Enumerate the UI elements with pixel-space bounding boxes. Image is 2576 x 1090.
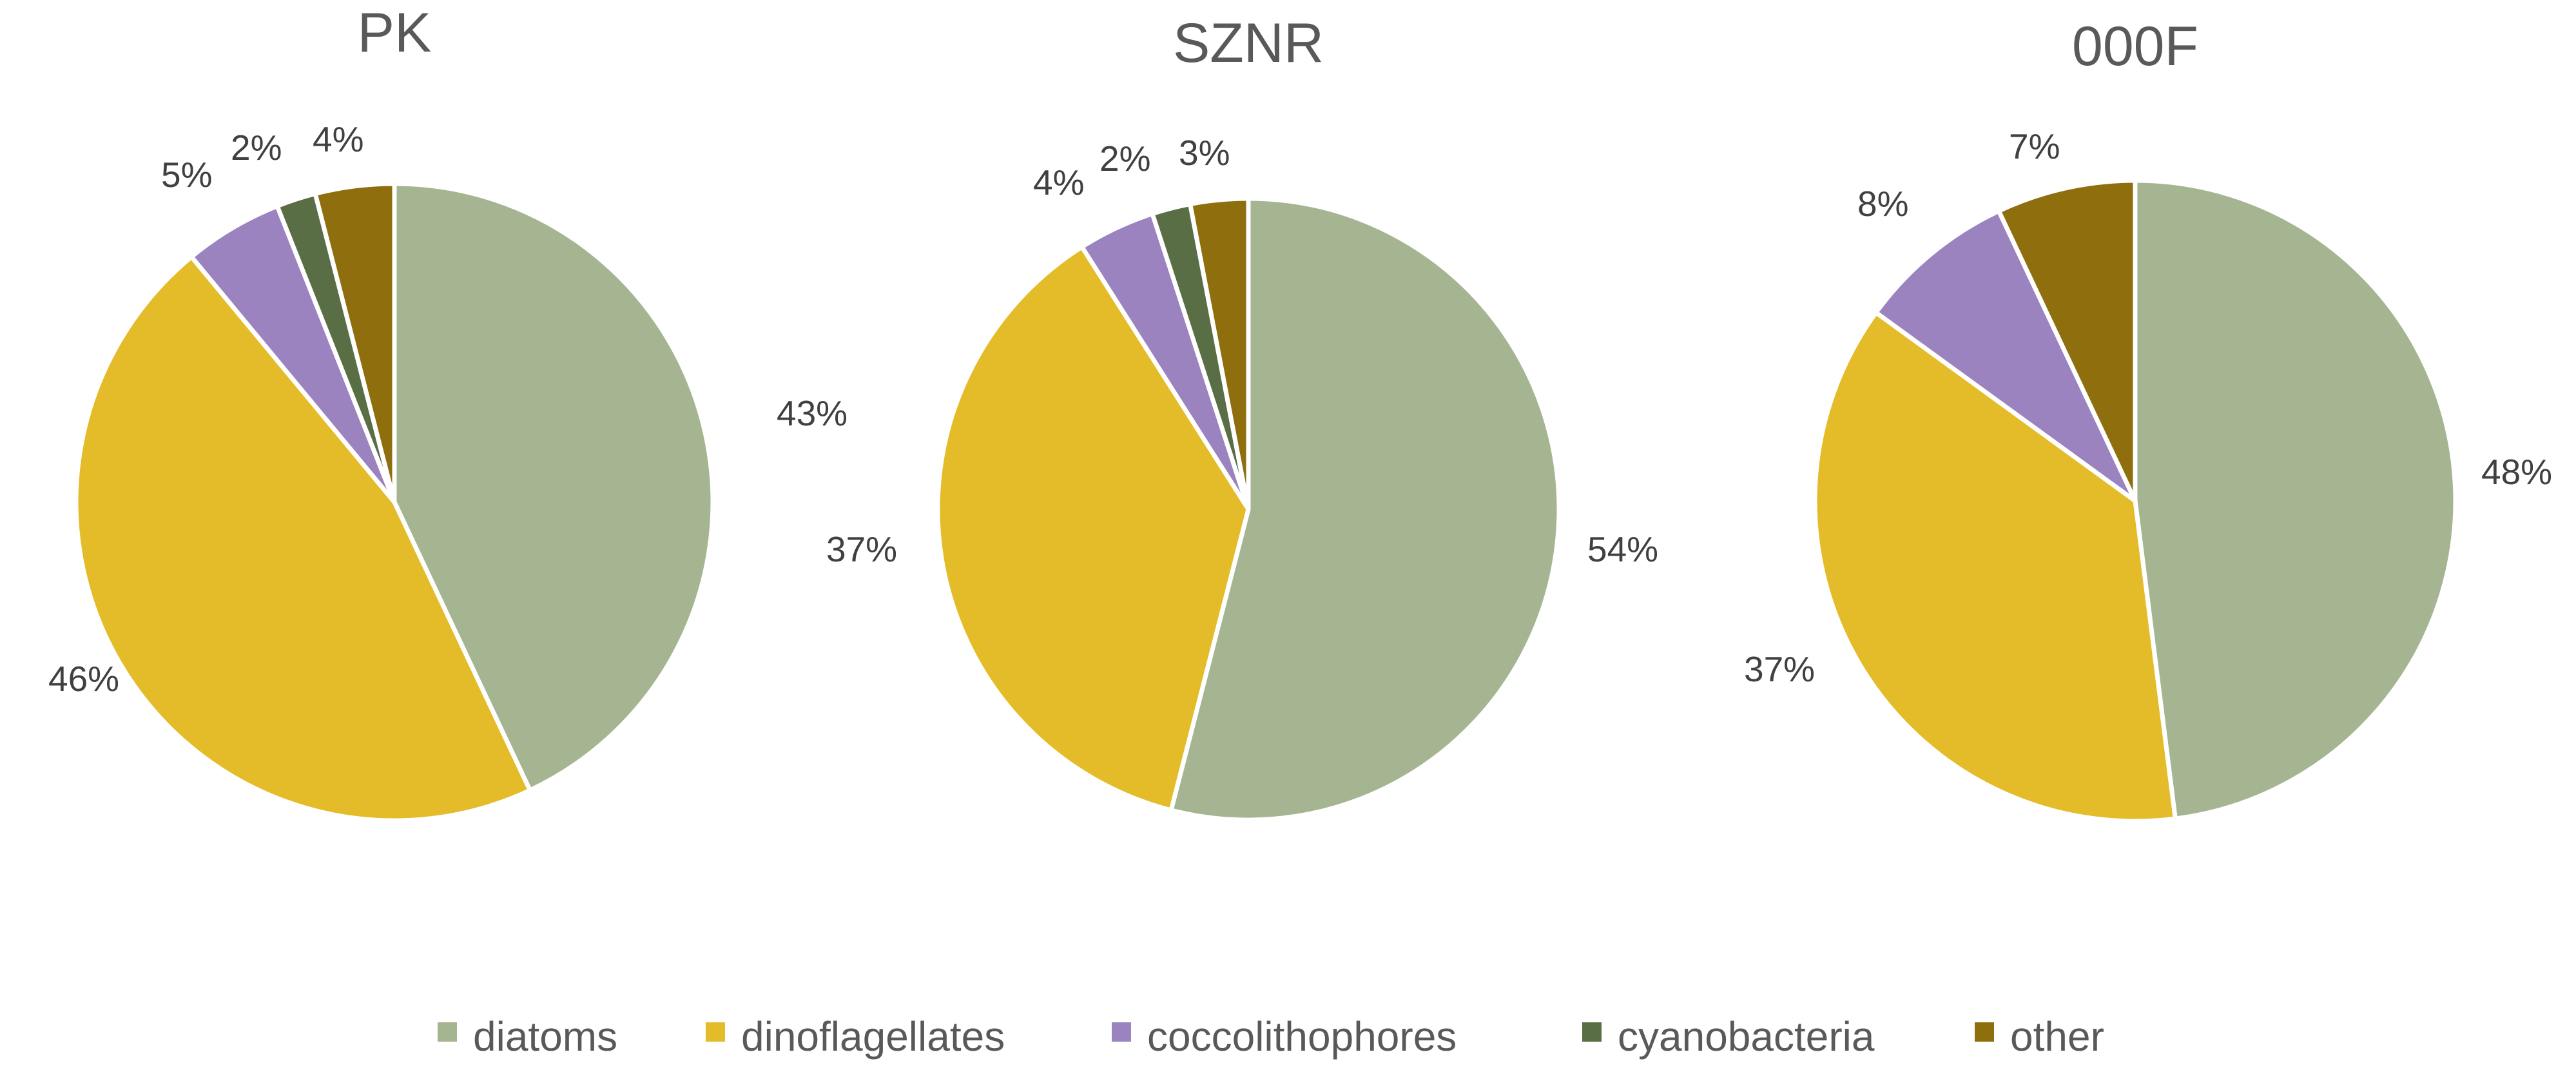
pie-charts: PK 43% 46% 5% 2% 4% SZNR 54% 37% 4% 2% 3% 000F 48% 37%… bbox=[48, 2, 2552, 824]
legend-label: cyanobacteria bbox=[1618, 1013, 1875, 1060]
data-label-diatoms: 48% bbox=[2481, 452, 2552, 492]
data-label-coccolithophores: 5% bbox=[161, 155, 213, 195]
legend-item-coccolithophores: coccolithophores bbox=[1112, 1013, 1457, 1060]
pie-slice-diatoms bbox=[1168, 196, 1562, 822]
pie-slice-other bbox=[313, 181, 397, 505]
pie-title: 000F bbox=[2072, 15, 2198, 77]
data-label-dinoflagellates: 37% bbox=[826, 529, 897, 569]
data-label-other: 7% bbox=[2009, 126, 2060, 166]
legend: diatoms dinoflagellates coccolithophores cy… bbox=[438, 1013, 2104, 1060]
data-label-dinoflagellates: 37% bbox=[1744, 649, 1815, 689]
pie-slice-dinoflagellates bbox=[73, 254, 532, 823]
legend-item-dinoflagellates: dinoflagellates bbox=[706, 1013, 1005, 1060]
pie-slice-coccolithophores bbox=[1874, 208, 2138, 503]
legend-label: dinoflagellates bbox=[741, 1013, 1005, 1060]
pie-slice-diatoms bbox=[392, 181, 715, 793]
legend-swatch bbox=[1582, 1022, 1602, 1042]
legend-label: diatoms bbox=[473, 1013, 617, 1060]
data-label-cyanobacteria: 2% bbox=[1099, 139, 1151, 179]
data-label-dinoflagellates: 46% bbox=[48, 659, 119, 699]
pie-slice-other bbox=[1996, 178, 2138, 503]
data-label-diatoms: 54% bbox=[1587, 529, 1658, 569]
legend-item-cyanobacteria: cyanobacteria bbox=[1582, 1013, 1875, 1060]
pie-slice-dinoflagellates bbox=[1812, 310, 2178, 824]
legend-swatch bbox=[1975, 1022, 1994, 1042]
pie-chart-2: 000F 48% 37% 8% 7% bbox=[1744, 15, 2552, 824]
legend-item-diatoms: diatoms bbox=[438, 1013, 617, 1060]
legend-swatch bbox=[706, 1022, 725, 1042]
data-label-coccolithophores: 8% bbox=[1857, 184, 1909, 224]
data-label-cyanobacteria: 2% bbox=[231, 128, 282, 168]
pie-title: PK bbox=[358, 2, 432, 64]
pie-title: SZNR bbox=[1173, 12, 1324, 74]
pie-slice-diatoms bbox=[2133, 178, 2458, 821]
legend-swatch bbox=[1112, 1022, 1131, 1042]
data-label-diatoms: 43% bbox=[777, 393, 847, 433]
data-label-coccolithophores: 4% bbox=[1033, 162, 1085, 202]
legend-label: coccolithophores bbox=[1147, 1013, 1457, 1060]
data-label-other: 3% bbox=[1179, 133, 1230, 173]
legend-label: other bbox=[2010, 1013, 2104, 1060]
pie-chart-1: SZNR 54% 37% 4% 2% 3% bbox=[826, 12, 1658, 822]
legend-swatch bbox=[438, 1022, 457, 1042]
legend-item-other: other bbox=[1975, 1013, 2104, 1060]
pie-chart-0: PK 43% 46% 5% 2% 4% bbox=[48, 2, 847, 823]
pie-slice-other bbox=[1188, 196, 1251, 512]
data-label-other: 4% bbox=[313, 119, 364, 159]
